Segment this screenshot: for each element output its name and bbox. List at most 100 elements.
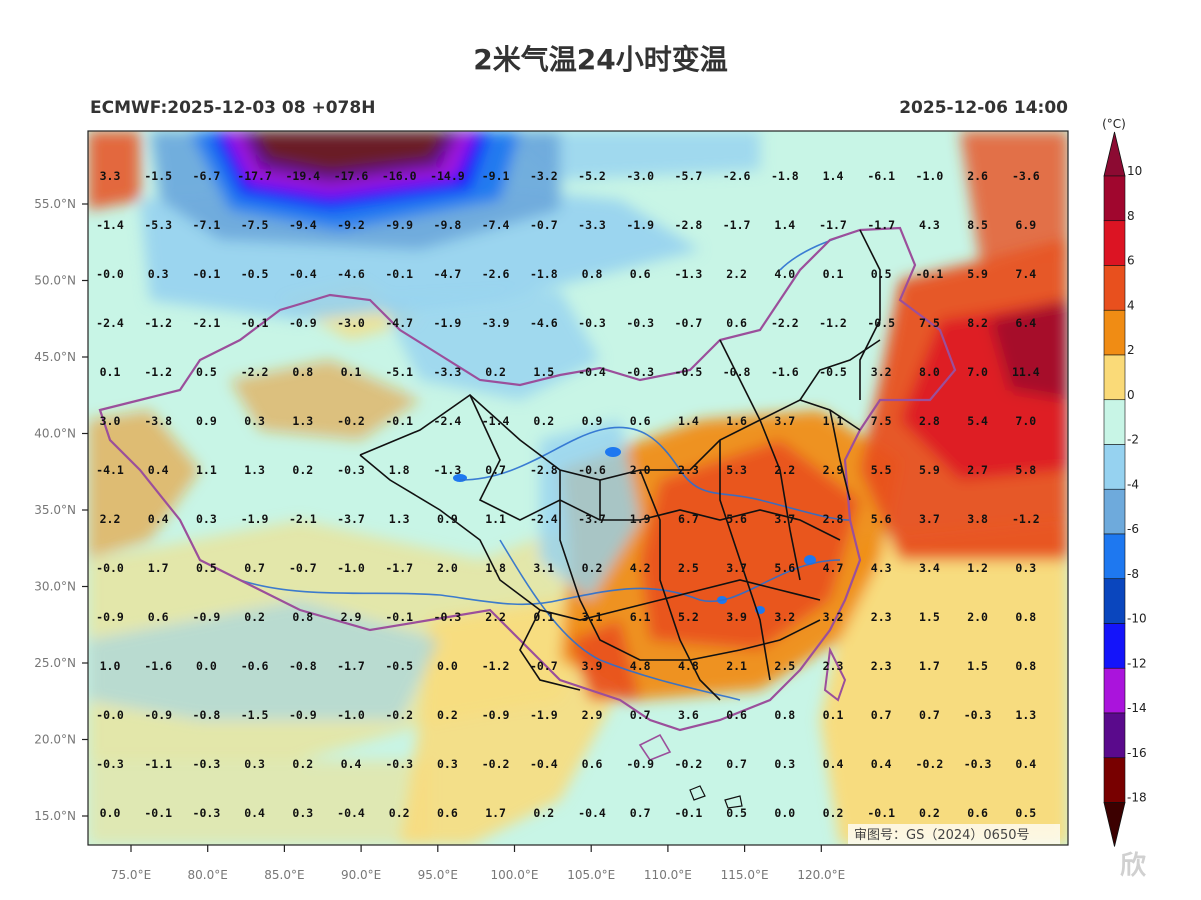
grid-value: -7.5 bbox=[241, 218, 269, 232]
grid-value: -9.1 bbox=[482, 169, 510, 183]
lat-tick-label: 20.0°N bbox=[34, 733, 76, 747]
grid-value: -1.5 bbox=[241, 708, 269, 722]
grid-value: 5.4 bbox=[967, 414, 988, 428]
grid-value: 1.8 bbox=[389, 463, 410, 477]
grid-value: 8.0 bbox=[919, 365, 940, 379]
grid-value: 2.0 bbox=[437, 561, 458, 575]
grid-value: -5.2 bbox=[578, 169, 606, 183]
grid-value: -2.8 bbox=[675, 218, 703, 232]
grid-value: 7.5 bbox=[871, 414, 892, 428]
grid-value: -3.8 bbox=[144, 414, 172, 428]
grid-value: -0.5 bbox=[241, 267, 269, 281]
colorbar-label: -8 bbox=[1127, 567, 1139, 581]
grid-value: -0.2 bbox=[385, 708, 413, 722]
temperature-field: 3.3 -1.5 -6.7 -17.7 -19.4 -17.6 -16.0 -14.9 -9.1… bbox=[88, 131, 1068, 845]
grid-value: -9.4 bbox=[289, 218, 317, 232]
grid-value: -1.6 bbox=[771, 365, 799, 379]
grid-value: -0.5 bbox=[819, 365, 847, 379]
colorbar: (°C) 10 8 6 4 2 0 -2 -4 -6 -8 -10 -12 -14 -16 -18 bbox=[1102, 117, 1147, 847]
grid-value: 0.2 bbox=[437, 708, 458, 722]
grid-value: 3.1 bbox=[533, 561, 554, 575]
colorbar-label: 8 bbox=[1127, 209, 1135, 223]
grid-value: 6.7 bbox=[678, 512, 699, 526]
grid-value: -0.9 bbox=[482, 708, 510, 722]
grid-value: 0.8 bbox=[774, 708, 795, 722]
grid-value: -0.2 bbox=[337, 414, 365, 428]
colorbar-unit: (°C) bbox=[1102, 117, 1126, 131]
grid-value: -0.9 bbox=[626, 757, 654, 771]
grid-value: 5.2 bbox=[678, 610, 699, 624]
grid-value: -0.1 bbox=[193, 267, 221, 281]
grid-value: 3.6 bbox=[678, 708, 699, 722]
valid-time-label: 2025-12-06 14:00 bbox=[899, 98, 1068, 118]
grid-value-labels: 3.3 -1.5 -6.7 -17.7 -19.4 -17.6 -16.0 -14.9 -9.1… bbox=[96, 169, 1040, 820]
grid-value: -5.7 bbox=[675, 169, 703, 183]
grid-value: 0.7 bbox=[630, 806, 651, 820]
grid-value: 3.7 bbox=[774, 414, 795, 428]
grid-value: 0.8 bbox=[1015, 610, 1036, 624]
colorbar-segment bbox=[1103, 712, 1126, 759]
grid-value: 2.3 bbox=[823, 659, 844, 673]
colorbar-label: 6 bbox=[1127, 254, 1135, 268]
grid-value: 0.7 bbox=[871, 708, 892, 722]
grid-value: 0.4 bbox=[823, 757, 844, 771]
grid-value: -0.4 bbox=[578, 806, 606, 820]
grid-value: -1.7 bbox=[819, 218, 847, 232]
grid-value: -1.9 bbox=[530, 708, 558, 722]
grid-value: -0.1 bbox=[385, 414, 413, 428]
grid-value: -2.2 bbox=[241, 365, 269, 379]
grid-value: 2.6 bbox=[967, 169, 988, 183]
grid-value: 0.2 bbox=[292, 757, 313, 771]
grid-value: 1.1 bbox=[196, 463, 217, 477]
grid-value: -0.3 bbox=[96, 757, 124, 771]
grid-value: 1.3 bbox=[389, 512, 410, 526]
grid-value: 0.6 bbox=[582, 757, 603, 771]
grid-value: 0.3 bbox=[1015, 561, 1036, 575]
grid-value: -0.4 bbox=[337, 806, 365, 820]
grid-value: 0.4 bbox=[148, 463, 169, 477]
grid-value: -0.3 bbox=[193, 806, 221, 820]
grid-value: 0.5 bbox=[871, 267, 892, 281]
grid-value: -3.7 bbox=[578, 512, 606, 526]
lat-tick-label: 55.0°N bbox=[34, 197, 76, 211]
colorbar-segment bbox=[1103, 444, 1126, 490]
grid-value: -1.5 bbox=[144, 169, 172, 183]
grid-value: 2.3 bbox=[871, 610, 892, 624]
grid-value: 0.4 bbox=[871, 757, 892, 771]
grid-value: 8.5 bbox=[967, 218, 988, 232]
grid-value: 0.9 bbox=[196, 414, 217, 428]
grid-value: 3.7 bbox=[919, 512, 940, 526]
lon-tick-label: 115.0°E bbox=[721, 868, 769, 882]
grid-value: -0.1 bbox=[385, 610, 413, 624]
grid-value: 0.1 bbox=[533, 610, 554, 624]
grid-value: 0.9 bbox=[437, 512, 458, 526]
grid-value: -0.2 bbox=[916, 757, 944, 771]
grid-value: 0.7 bbox=[485, 463, 506, 477]
colorbar-segment bbox=[1103, 623, 1126, 669]
grid-value: 0.6 bbox=[437, 806, 458, 820]
grid-value: 1.4 bbox=[678, 414, 699, 428]
grid-value: -1.8 bbox=[771, 169, 799, 183]
grid-value: -0.3 bbox=[337, 463, 365, 477]
colorbar-segment bbox=[1103, 309, 1126, 356]
grid-value: -2.6 bbox=[723, 169, 751, 183]
grid-value: 0.7 bbox=[630, 708, 651, 722]
grid-value: -3.7 bbox=[337, 512, 365, 526]
grid-value: 0.7 bbox=[726, 757, 747, 771]
grid-value: 4.2 bbox=[630, 561, 651, 575]
grid-value: -0.3 bbox=[193, 757, 221, 771]
grid-value: 0.3 bbox=[774, 757, 795, 771]
grid-value: 3.2 bbox=[774, 610, 795, 624]
grid-value: 4.3 bbox=[871, 561, 892, 575]
grid-value: -14.9 bbox=[430, 169, 465, 183]
grid-value: -1.4 bbox=[482, 414, 510, 428]
grid-value: -4.7 bbox=[434, 267, 462, 281]
lat-tick-label: 50.0°N bbox=[34, 274, 76, 288]
colorbar-label: -6 bbox=[1127, 522, 1139, 536]
approval-box bbox=[848, 824, 1060, 844]
grid-value: -0.2 bbox=[675, 757, 703, 771]
grid-value: 2.5 bbox=[774, 659, 795, 673]
grid-value: -2.2 bbox=[771, 316, 799, 330]
watermark: 欣 bbox=[1120, 848, 1180, 889]
longitude-axis: 75.0°E 80.0°E 85.0°E 90.0°E 95.0°E 100.0°E 105… bbox=[111, 845, 845, 882]
